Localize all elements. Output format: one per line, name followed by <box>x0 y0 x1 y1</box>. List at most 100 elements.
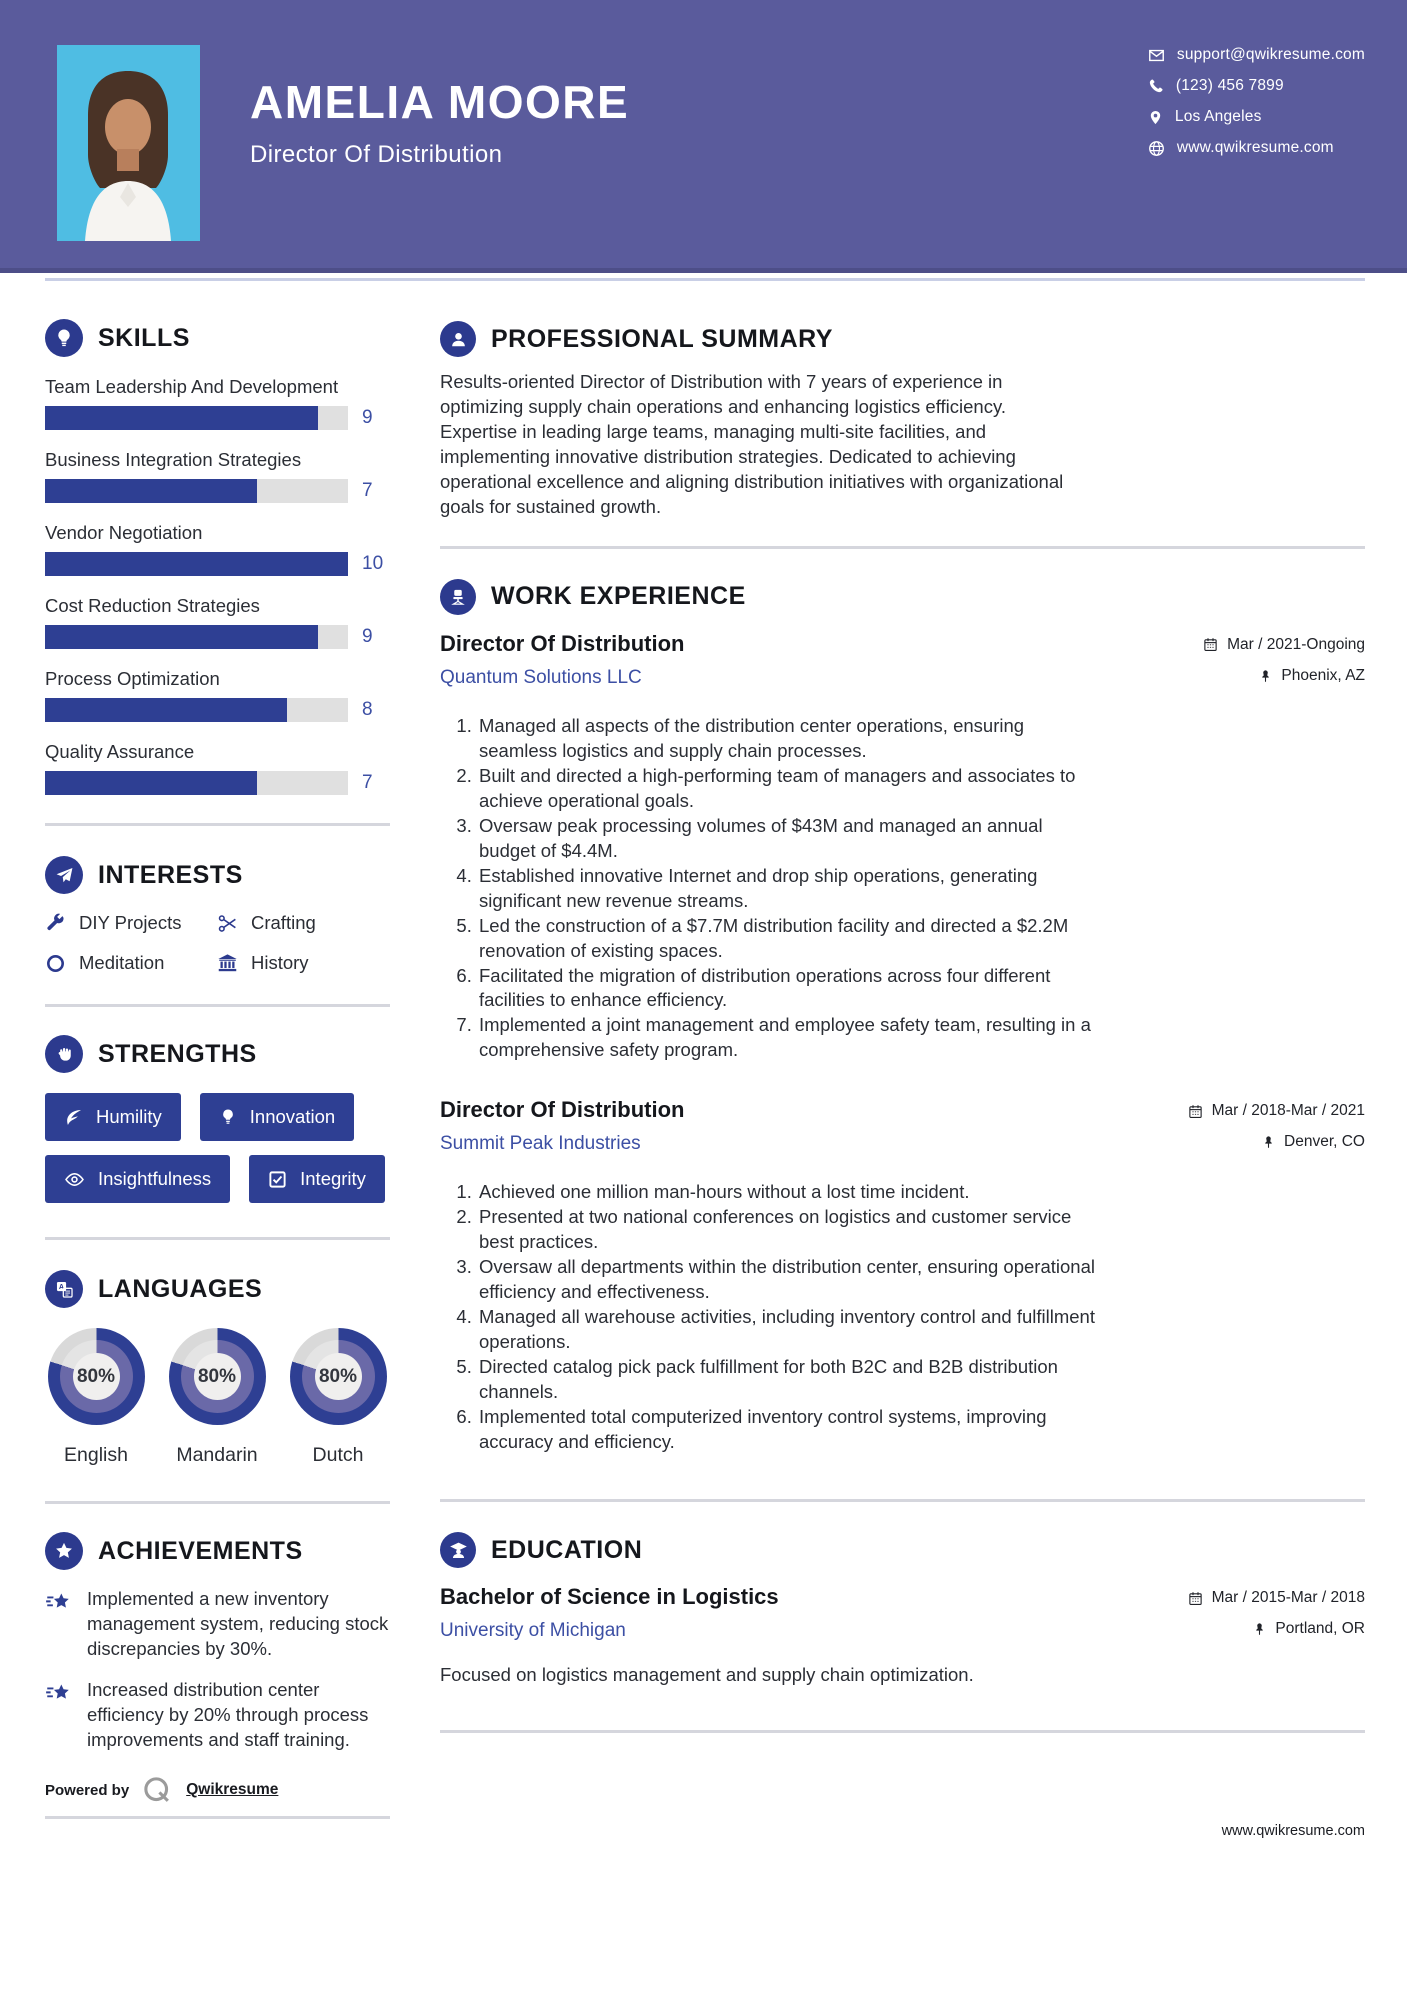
job-company-link[interactable]: Quantum Solutions LLC <box>440 666 642 688</box>
job-bullet: Established innovative Internet and drop… <box>477 864 1095 914</box>
qwikresume-link[interactable]: Qwikresume <box>186 1781 279 1799</box>
checkbox-icon <box>269 1170 286 1188</box>
job-bullet: Presented at two national conferences on… <box>477 1205 1095 1255</box>
strength-label: Insightfulness <box>98 1168 212 1189</box>
education-location: Portland, OR <box>1188 1620 1365 1638</box>
calendar-icon <box>1204 638 1217 652</box>
contact-email-text: support@qwikresume.com <box>1176 46 1365 63</box>
languages-section-heading: A LANGUAGES <box>45 1270 390 1308</box>
skill-item: Cost Reduction Strategies 9 <box>45 595 390 649</box>
contact-list: support@qwikresume.com (123) 456 7899 Lo… <box>1148 46 1365 268</box>
phone-icon <box>1149 79 1163 93</box>
skill-value: 7 <box>362 772 373 793</box>
profile-photo-image <box>57 45 200 241</box>
interests-heading: INTERESTS <box>98 860 243 889</box>
job-date-text: Mar / 2018-Mar / 2021 <box>1211 1102 1365 1120</box>
summary-section-heading: PROFESSIONAL SUMMARY <box>440 321 1365 357</box>
school-link[interactable]: University of Michigan <box>440 1620 626 1642</box>
skill-label: Team Leadership And Development <box>45 376 339 397</box>
skill-value: 9 <box>362 626 373 647</box>
summary-text: Results-oriented Director of Distributio… <box>440 371 1064 517</box>
language-label: English <box>64 1444 128 1466</box>
sidebar: SKILLS Team Leadership And Development 9… <box>45 273 390 1839</box>
achievement-item: Implemented a new inventory management s… <box>45 1587 390 1661</box>
job-company-link[interactable]: Summit Peak Industries <box>440 1133 641 1155</box>
contact-website-text: www.qwikresume.com <box>1176 139 1334 156</box>
education-date-text: Mar / 2015-Mar / 2018 <box>1211 1589 1365 1607</box>
skill-label: Quality Assurance <box>45 741 195 762</box>
job-bullet: Implemented total computerized inventory… <box>477 1405 1095 1455</box>
museum-icon <box>218 953 237 971</box>
job-bullet: Facilitated the migration of distributio… <box>477 964 1095 1014</box>
powered-by-label: Powered by <box>45 1781 130 1799</box>
job-title: Director Of Distribution <box>440 630 685 656</box>
contact-phone[interactable]: (123) 456 7899 <box>1148 77 1365 95</box>
job-entry: Director Of Distribution Quantum Solutio… <box>440 631 1365 1064</box>
bulb-icon <box>222 1109 233 1124</box>
job-bullet: Implemented a joint management and emplo… <box>477 1013 1095 1063</box>
skill-value: 9 <box>362 407 373 428</box>
person-title: Director Of Distribution <box>250 141 503 168</box>
shooting-star-icon <box>46 1593 69 1608</box>
job-date: Mar / 2018-Mar / 2021 <box>1188 1102 1365 1120</box>
globe-icon <box>1148 140 1164 156</box>
skill-bar <box>45 698 348 722</box>
language-label: Mandarin <box>176 1444 258 1466</box>
star-icon <box>45 1532 83 1570</box>
language-label: Dutch <box>312 1444 364 1466</box>
contact-location-text: Los Angeles <box>1174 108 1262 125</box>
shooting-star-icon <box>46 1684 69 1700</box>
strength-pill: Humility <box>45 1093 181 1141</box>
languages-list: 80% English 80% Mandarin 80% Dutch <box>45 1328 390 1467</box>
skill-bar <box>45 406 348 430</box>
interest-item: Meditation <box>45 952 217 974</box>
education-entry: Bachelor of Science in Logistics Univers… <box>440 1584 1365 1686</box>
interests-section-heading: INTERESTS <box>45 856 390 894</box>
contact-location[interactable]: Los Angeles <box>1148 108 1365 126</box>
job-date: Mar / 2021-Ongoing <box>1203 636 1365 654</box>
education-section-heading: EDUCATION <box>440 1532 1365 1569</box>
job-bullets: Achieved one million man-hours without a… <box>440 1180 1095 1455</box>
education-note: Focused on logistics management and supp… <box>440 1664 974 1686</box>
profile-photo <box>57 45 200 241</box>
education-date: Mar / 2015-Mar / 2018 <box>1188 1589 1365 1607</box>
skill-value: 7 <box>362 480 373 501</box>
calendar-icon <box>1188 1105 1202 1118</box>
achievements-heading: ACHIEVEMENTS <box>98 1536 303 1565</box>
contact-website[interactable]: www.qwikresume.com <box>1148 139 1365 157</box>
skill-bar <box>45 479 348 503</box>
section-divider <box>440 1499 1365 1503</box>
achievement-text: Increased distribution center efficiency… <box>87 1679 369 1750</box>
skill-bar <box>45 771 348 795</box>
section-divider <box>45 823 390 826</box>
envelope-icon <box>1148 49 1164 61</box>
skill-value: 8 <box>362 699 373 720</box>
skills-section-heading: SKILLS <box>45 319 390 357</box>
language-item: 80% English <box>45 1328 147 1467</box>
skill-item: Quality Assurance 7 <box>45 741 390 795</box>
language-item: 80% Dutch <box>287 1328 389 1467</box>
skill-label: Process Optimization <box>45 668 220 689</box>
job-bullet: Oversaw all departments within the distr… <box>477 1255 1095 1305</box>
strength-label: Humility <box>96 1106 162 1127</box>
interest-item: Crafting <box>217 912 390 934</box>
footer-website: www.qwikresume.com <box>1221 1823 1365 1840</box>
job-bullet: Led the construction of a $7.7M distribu… <box>477 914 1095 964</box>
section-divider <box>45 1004 390 1007</box>
interest-item: DIY Projects <box>45 912 217 934</box>
job-bullet: Built and directed a high-performing tea… <box>477 764 1095 814</box>
languages-heading: LANGUAGES <box>98 1274 263 1303</box>
language-donut: 80% <box>168 1328 266 1425</box>
eye-icon <box>65 1172 84 1186</box>
office-chair-icon <box>440 578 476 615</box>
strength-label: Integrity <box>300 1168 366 1189</box>
contact-email[interactable]: support@qwikresume.com <box>1148 46 1365 64</box>
job-bullet: Oversaw peak processing volumes of $43M … <box>477 814 1095 864</box>
skill-item: Business Integration Strategies 7 <box>45 449 390 503</box>
job-title: Director Of Distribution <box>440 1097 685 1123</box>
job-location: Denver, CO <box>1188 1133 1365 1151</box>
section-divider <box>45 1501 390 1504</box>
experience-heading: WORK EXPERIENCE <box>491 582 746 611</box>
skill-bar <box>45 625 348 649</box>
